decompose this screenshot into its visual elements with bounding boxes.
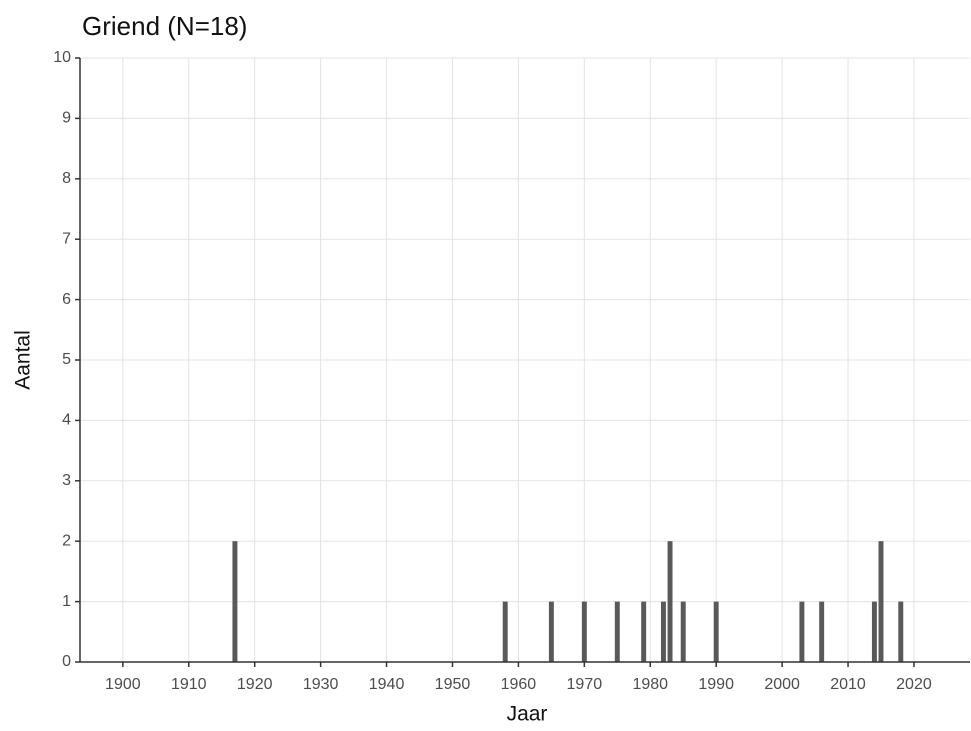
bar [502,601,508,662]
y-tick-label: 3 [62,472,71,489]
bar [667,541,673,662]
bar [799,601,805,662]
y-tick-label: 9 [62,110,71,127]
x-tick-label: 2020 [896,676,932,693]
x-tick-label: 1920 [237,676,273,693]
y-tick-label: 0 [62,653,71,670]
y-axis-label: Aantal [12,330,35,390]
y-tick-label: 1 [62,593,71,610]
bar [878,541,884,662]
chart-title: Griend (N=18) [82,11,247,41]
bar [614,601,620,662]
y-tick-label: 7 [62,230,71,247]
bar [871,601,877,662]
y-tick-label: 2 [62,532,71,549]
x-tick-label: 1940 [369,676,405,693]
x-tick-label: 1960 [501,676,537,693]
bar [232,541,238,662]
y-tick-label: 8 [62,170,71,187]
x-tick-label: 1950 [435,676,471,693]
x-tick-label: 1930 [303,676,339,693]
y-tick-label: 6 [62,291,71,308]
y-tick-label: 4 [62,412,71,429]
bar [898,601,904,662]
bar [548,601,554,662]
bar [713,601,719,662]
x-tick-label: 1970 [567,676,603,693]
y-tick-label: 10 [53,49,71,66]
x-tick-label: 1980 [632,676,668,693]
y-tick-label: 5 [62,351,71,368]
x-tick-label: 2010 [830,676,866,693]
x-tick-label: 1990 [698,676,734,693]
bar [581,601,587,662]
x-tick-label: 1900 [105,676,141,693]
x-axis-label: Jaar [507,703,548,726]
bar [641,601,647,662]
bar [819,601,825,662]
x-tick-label: 1910 [171,676,207,693]
bar [660,601,666,662]
bar [680,601,686,662]
x-tick-label: 2000 [764,676,800,693]
